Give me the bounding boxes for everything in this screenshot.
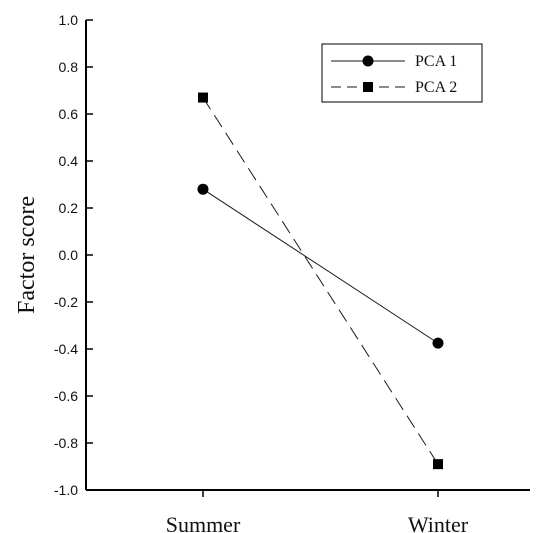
y-tick-label: -0.4 (54, 341, 78, 357)
data-point-1 (432, 337, 444, 349)
y-tick-label: 0.0 (59, 247, 79, 263)
data-point-1 (197, 183, 209, 195)
y-axis-title: Factor score (14, 196, 40, 314)
y-tick-label: 0.4 (59, 153, 79, 169)
y-tick-label: 0.6 (59, 106, 79, 122)
data-point-2 (433, 459, 443, 470)
legend: PCA 1 PCA 2 (321, 43, 483, 103)
y-tick-label: 1.0 (59, 12, 79, 28)
y-tick-label: -0.2 (54, 294, 78, 310)
series-layer (197, 92, 444, 470)
y-tick-label: -1.0 (54, 482, 78, 498)
legend-box (321, 43, 483, 103)
legend-marker-2 (363, 82, 373, 92)
legend-label-2: PCA 2 (415, 79, 457, 96)
series-line-1 (202, 188, 439, 344)
y-tick-label: -0.6 (54, 388, 78, 404)
x-tick-label: Summer (166, 512, 241, 533)
y-tick-label: 0.8 (59, 59, 79, 75)
legend-label-1: PCA 1 (415, 53, 457, 70)
y-axis: 1.0 0.8 0.6 0.4 0.2 0.0 -0.2 -0.4 -0.6 -0.8 -1.0 (54, 12, 93, 498)
y-tick-label: -0.8 (54, 435, 78, 451)
x-axis: Summer Winter (166, 490, 469, 533)
data-point-2 (198, 92, 208, 103)
series-line-2 (202, 97, 439, 465)
x-tick-label: Winter (408, 512, 469, 533)
y-tick-label: 0.2 (59, 200, 79, 216)
legend-marker-1 (362, 55, 374, 67)
